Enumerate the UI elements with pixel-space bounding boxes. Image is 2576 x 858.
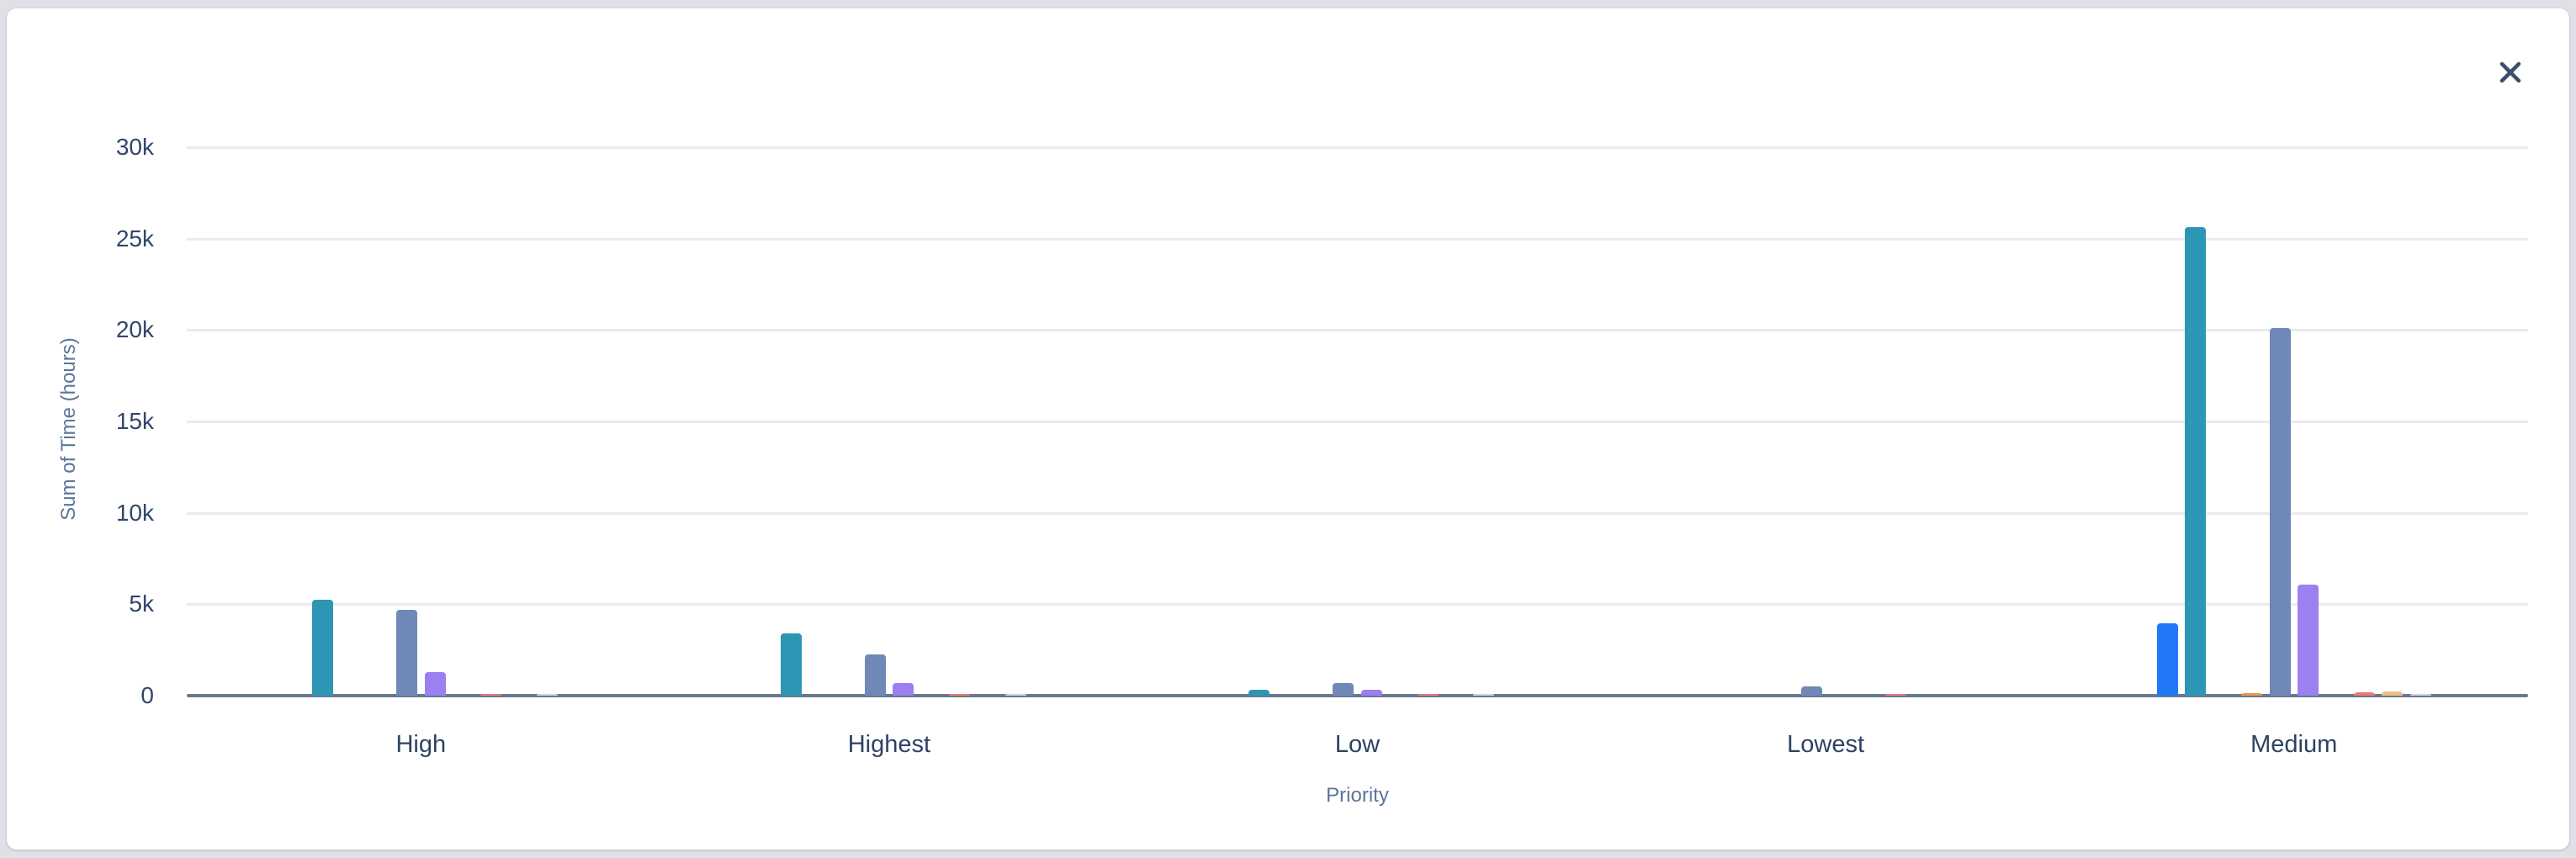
y-gridline bbox=[187, 511, 2528, 515]
x-tick-label-medium: Medium bbox=[2250, 731, 2338, 758]
bar-series-10-paleblue-medium[interactable] bbox=[2409, 694, 2431, 696]
bar-chart: Sum of Time (hours) 0 5k 10k 15k 20k 25k 30k Hi… bbox=[7, 8, 2569, 850]
bar-series-6-purple-high[interactable] bbox=[424, 672, 446, 696]
x-tick-label-lowest: Lowest bbox=[1787, 731, 1865, 758]
x-axis-title: Priority bbox=[1326, 784, 1389, 807]
y-tick-label: 0 bbox=[140, 682, 154, 708]
bar-series-2-teal-medium[interactable] bbox=[2185, 227, 2207, 696]
bar-series-2-teal-highest[interactable] bbox=[780, 633, 802, 696]
bar-series-5-slate-highest[interactable] bbox=[864, 654, 886, 696]
x-tick-label-low: Low bbox=[1334, 731, 1381, 758]
x-tick-label-high: High bbox=[395, 731, 447, 758]
bar-series-2-teal-high[interactable] bbox=[311, 599, 333, 696]
y-gridline bbox=[187, 329, 2528, 332]
y-tick-label: 20k bbox=[115, 316, 154, 343]
bar-series-10-paleblue-low[interactable] bbox=[1473, 694, 1495, 696]
bar-series-10-paleblue-highest[interactable] bbox=[1004, 694, 1026, 696]
y-gridline bbox=[187, 237, 2528, 241]
y-tick-label: 30k bbox=[115, 133, 154, 160]
y-gridline bbox=[187, 420, 2528, 423]
bar-series-4-orange-medium[interactable] bbox=[2241, 692, 2263, 696]
y-gridline bbox=[187, 146, 2528, 149]
close-button[interactable] bbox=[2490, 52, 2531, 93]
bar-series-6-purple-low[interactable] bbox=[1360, 690, 1382, 696]
y-tick-label: 5k bbox=[129, 591, 154, 617]
bar-series-8-salmon-medium[interactable] bbox=[2353, 691, 2375, 696]
bar-series-8-salmon-low[interactable] bbox=[1417, 694, 1439, 696]
bar-series-5-slate-high[interactable] bbox=[396, 609, 418, 696]
bar-series-6-purple-highest[interactable] bbox=[893, 682, 914, 696]
bar-series-5-slate-medium[interactable] bbox=[2269, 328, 2291, 696]
bar-series-5-slate-lowest[interactable] bbox=[1800, 686, 1822, 696]
bar-series-5-slate-low[interactable] bbox=[1333, 682, 1354, 696]
x-tick-label-highest: Highest bbox=[847, 731, 931, 758]
bar-series-9-tan-medium[interactable] bbox=[2382, 691, 2404, 696]
bar-series-8-salmon-highest[interactable] bbox=[948, 694, 970, 696]
x-axis-line bbox=[187, 694, 2528, 697]
y-tick-label: 25k bbox=[115, 225, 154, 252]
y-gridline bbox=[187, 603, 2528, 606]
bar-series-2-teal-low[interactable] bbox=[1248, 689, 1270, 696]
y-tick-label: 10k bbox=[115, 499, 154, 526]
y-tick-label: 15k bbox=[115, 407, 154, 434]
bar-series-6-purple-medium[interactable] bbox=[2297, 585, 2319, 696]
bar-series-8-salmon-lowest[interactable] bbox=[1885, 694, 1907, 696]
bar-series-10-paleblue-high[interactable] bbox=[537, 694, 559, 696]
close-icon bbox=[2499, 61, 2521, 83]
chart-modal-card: Sum of Time (hours) 0 5k 10k 15k 20k 25k 30k Hi… bbox=[7, 8, 2569, 850]
bar-series-1-blue-medium[interactable] bbox=[2156, 623, 2178, 696]
bar-series-8-salmon-high[interactable] bbox=[480, 694, 502, 696]
